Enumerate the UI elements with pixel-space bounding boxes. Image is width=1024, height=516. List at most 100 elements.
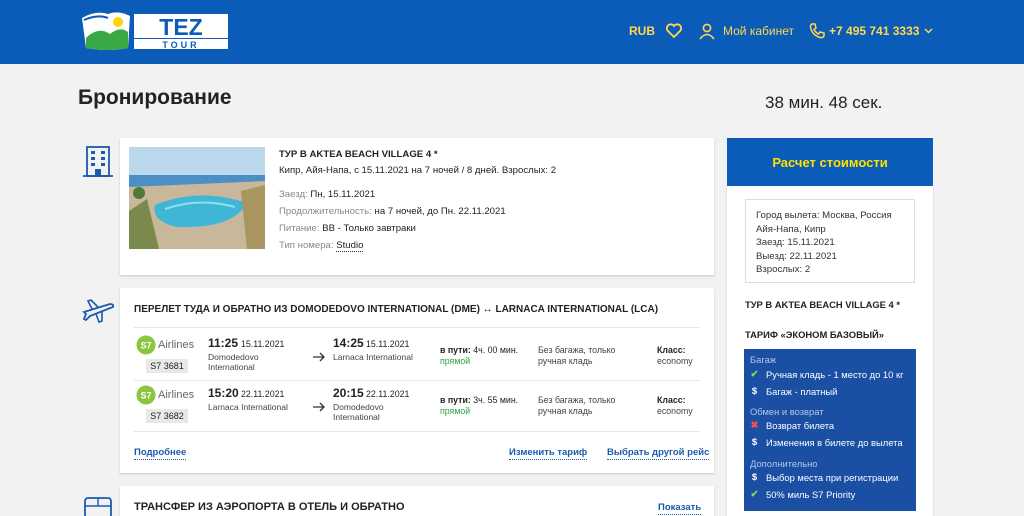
check-icon: ✔	[750, 489, 759, 500]
feature-s7-miles: ✔ 50% миль S7 Priority	[750, 489, 856, 500]
summary-line: Айя-Напа, Кипр	[756, 223, 826, 235]
arrival-airport: Domodedovo International	[333, 402, 384, 422]
summary-line: Взрослых: 2	[756, 264, 811, 276]
flight-number-badge: S7 3681	[146, 359, 188, 373]
room-type-value[interactable]: Studio	[336, 240, 364, 252]
hotel-photo[interactable]	[129, 147, 265, 249]
direct-flight-label: прямой	[440, 406, 471, 416]
baggage-section-title: Багаж	[750, 354, 777, 365]
dollar-icon: $	[751, 472, 758, 483]
summary-line: Город вылета: Москва, Россия	[756, 210, 892, 221]
arrow-right-icon	[312, 349, 326, 367]
page-title: Бронирование	[78, 86, 232, 109]
chevron-down-icon[interactable]	[924, 0, 933, 62]
phone-number[interactable]: +7 495 741 3333	[829, 24, 920, 38]
hotel-tour-name: ТУР В AKTEA BEACH VILLAGE 4 *	[279, 149, 438, 160]
duration-label: Продолжительность:	[279, 206, 372, 217]
tez-tour-logo[interactable]: TEZ TOUR	[78, 8, 230, 52]
check-icon: ✔	[750, 369, 759, 380]
flight-details-link[interactable]: Подробнее	[134, 447, 187, 460]
hotel-summary: Кипр, Айя-Напа, с 15.11.2021 на 7 ночей …	[279, 165, 557, 176]
user-icon[interactable]	[698, 0, 716, 62]
direct-flight-label: прямой	[440, 356, 471, 366]
departure-date: 22.11.2021	[241, 389, 285, 399]
departure-airport: Larnaca International	[208, 402, 288, 412]
departure-date: 15.11.2021	[241, 339, 285, 349]
duration-label: в пути:	[440, 345, 471, 355]
airline-name: Airlines	[158, 389, 195, 401]
class-label: Класс:	[657, 395, 686, 405]
bus-icon	[80, 494, 116, 516]
svg-text:TEZ: TEZ	[159, 14, 202, 40]
duration-value: на 7 ночей, до Пн. 22.11.2021	[374, 206, 506, 217]
summary-line: Заезд: 15.11.2021	[756, 237, 835, 249]
cross-icon: ✖	[750, 420, 759, 431]
flight-title: ПЕРЕЛЕТ ТУДА И ОБРАТНО ИЗ DOMODEDOVO INT…	[134, 304, 659, 315]
svg-text:S7: S7	[140, 391, 151, 401]
feature-label: Изменения в билете до вылета	[766, 437, 903, 448]
arrival-date: 22.11.2021	[366, 389, 410, 399]
feature-seat-selection: $ Выбор места при регистрации	[750, 472, 898, 483]
s7-logo-icon: S7	[136, 335, 156, 360]
feature-label: Багаж - платный	[766, 386, 838, 397]
booking-timer: 38 мин. 48 сек.	[765, 93, 883, 112]
class-value: economy	[657, 356, 693, 366]
svg-text:TOUR: TOUR	[162, 40, 199, 50]
tariff-features-box: Багаж ✔ Ручная кладь - 1 место до 10 кг $…	[744, 349, 916, 511]
choose-other-flight-link[interactable]: Выбрать другой рейс	[607, 447, 710, 460]
divider	[134, 380, 700, 381]
currency-selector[interactable]: RUB	[629, 24, 655, 38]
departure-airport: Domodedovo International	[208, 352, 259, 372]
airline-name: Airlines	[158, 339, 195, 351]
divider	[134, 431, 700, 432]
transfer-title: ТРАНСФЕР ИЗ АЭРОПОРТА В ОТЕЛЬ И ОБРАТНО	[134, 501, 405, 513]
room-label: Тип номера:	[279, 240, 334, 251]
duration-row: Продолжительность: на 7 ночей, до Пн. 22…	[279, 206, 506, 217]
dollar-icon: $	[751, 386, 758, 397]
departure-time: 15:20	[208, 386, 239, 400]
class-label: Класс:	[657, 345, 686, 355]
feature-label: Выбор места при регистрации	[766, 472, 899, 483]
baggage-info: Без багажа, только ручная кладь	[538, 345, 616, 366]
feature-baggage: $ Багаж - платный	[750, 386, 838, 397]
cabinet-link[interactable]: Мой кабинет	[723, 24, 795, 38]
phone-icon	[808, 0, 826, 62]
exchange-section-title: Обмен и возврат	[750, 406, 824, 417]
flight-duration: в пути: 4ч. 00 мин.	[440, 345, 518, 355]
feature-label: Ручная кладь - 1 место до 10 кг	[766, 369, 904, 380]
checkin-label: Заезд:	[279, 189, 308, 200]
duration-label: в пути:	[440, 395, 471, 405]
svg-text:S7: S7	[140, 341, 151, 351]
feature-label: 50% миль S7 Priority	[766, 489, 856, 500]
airplane-icon	[80, 292, 116, 328]
arrow-right-icon	[312, 399, 326, 417]
summary-line: Выезд: 22.11.2021	[756, 250, 837, 262]
departure-time: 11:25	[208, 336, 239, 350]
class-value: economy	[657, 406, 693, 416]
sidebar-tariff-name: ТАРИФ «ЭКОНОМ БАЗОВЫЙ»	[745, 329, 884, 340]
top-header: TEZ TOUR RUB Мой кабинет +7 495 741 3333	[0, 0, 1024, 64]
arrival-time: 20:15	[333, 386, 364, 400]
feature-hand-luggage: ✔ Ручная кладь - 1 место до 10 кг	[750, 369, 904, 380]
feature-refund: ✖ Возврат билета	[750, 420, 835, 431]
arrival-airport: Larnaca International	[333, 352, 413, 362]
calculate-price-button[interactable]: Расчет стоимости	[727, 138, 933, 186]
extra-section-title: Дополнительно	[750, 458, 818, 469]
duration-value: 3ч. 55 мин.	[473, 395, 519, 405]
transfer-card	[120, 486, 714, 516]
baggage-info: Без багажа, только ручная кладь	[538, 395, 616, 416]
feature-label: Возврат билета	[766, 420, 835, 431]
change-tariff-link[interactable]: Изменить тариф	[509, 447, 588, 460]
favorites-heart-icon[interactable]	[665, 0, 683, 62]
meal-label: Питание:	[279, 223, 320, 234]
meal-row: Питание: BB - Только завтраки	[279, 223, 416, 234]
checkin-value: Пн, 15.11.2021	[310, 189, 376, 200]
booking-summary: Город вылета: Москва, Россия Айя-Напа, К…	[745, 199, 915, 283]
show-transfer-link[interactable]: Показать	[658, 502, 702, 515]
meal-value: BB - Только завтраки	[322, 223, 416, 234]
sidebar-tour-name: ТУР В AKTEA BEACH VILLAGE 4 *	[745, 299, 900, 310]
s7-logo-icon: S7	[136, 385, 156, 410]
duration-value: 4ч. 00 мин.	[473, 345, 519, 355]
arrival-date: 15.11.2021	[366, 339, 410, 349]
room-row: Тип номера: Studio	[279, 240, 364, 252]
